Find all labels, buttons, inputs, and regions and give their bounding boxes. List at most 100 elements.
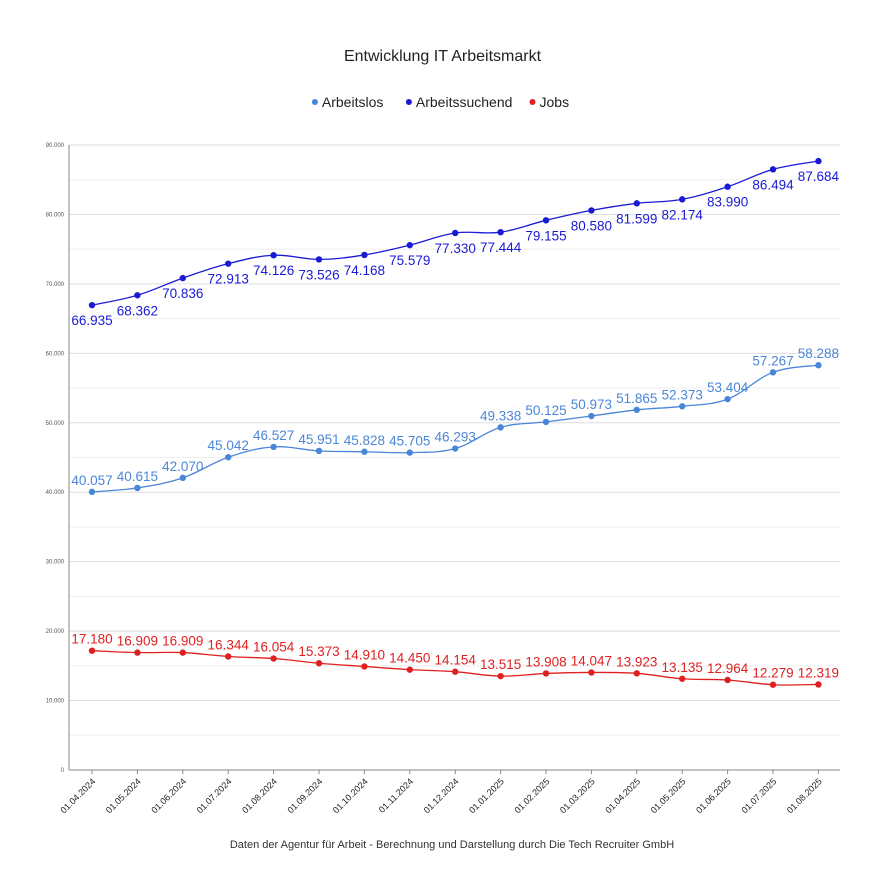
data-label: 16.909: [162, 634, 203, 649]
data-point: [633, 670, 640, 677]
y-tick-label: 10.000: [46, 699, 65, 705]
legend-marker: [529, 99, 536, 105]
series-group: 40.057 40.615 42.070 45.042 46.527 45.951 45.8…: [71, 157, 840, 688]
data-point: [406, 666, 413, 673]
x-tick-label: 01.02.2025: [512, 776, 551, 815]
data-label: 16.344: [208, 638, 250, 653]
legend-marker: [405, 99, 412, 105]
data-point: [633, 406, 640, 414]
data-label: 50.973: [571, 397, 612, 412]
chart-footer: Daten der Agentur für Arbeit - Berechnun…: [230, 839, 674, 851]
data-label: 15.373: [298, 644, 339, 659]
data-point: [225, 454, 232, 461]
data-point: [315, 660, 323, 667]
data-label: 40.615: [117, 469, 158, 484]
data-label: 13.923: [616, 654, 657, 669]
legend-label: Arbeitslos: [322, 94, 383, 110]
legend-item-arbeitslos: Arbeitslos: [311, 94, 383, 110]
y-tick-label: 30.000: [46, 560, 65, 566]
data-point: [315, 256, 323, 263]
y-tick-label: 80.000: [46, 212, 65, 218]
data-point: [588, 669, 595, 676]
data-point: [361, 663, 368, 670]
data-label: 13.515: [480, 657, 521, 672]
data-point: [679, 403, 686, 410]
data-point: [588, 207, 595, 214]
grid: [69, 144, 840, 736]
series-arbeitslos: 40.057 40.615 42.070 45.042 46.527 45.951 45.8…: [71, 346, 839, 496]
data-point: [724, 395, 731, 403]
data-label: 53.404: [707, 380, 749, 395]
y-tick-label: 50.000: [46, 421, 65, 427]
data-label: 46.527: [253, 428, 294, 443]
data-point: [452, 445, 459, 452]
data-point: [134, 292, 141, 299]
legend-label: Arbeitssuchend: [416, 94, 513, 110]
data-point: [270, 443, 277, 451]
data-label: 86.494: [752, 177, 794, 192]
data-label: 83.990: [707, 195, 748, 210]
data-point: [497, 228, 504, 236]
y-tick-label: 60.000: [46, 351, 65, 357]
data-label: 50.125: [525, 403, 566, 418]
x-tick-label: 01.07.2024: [195, 776, 234, 815]
data-point: [769, 369, 777, 376]
x-tick-label: 01.12.2024: [422, 776, 461, 815]
data-label: 58.288: [798, 346, 839, 361]
data-label: 70.836: [162, 286, 203, 301]
data-point: [588, 412, 595, 420]
data-label: 73.526: [298, 267, 339, 282]
data-point: [361, 251, 368, 259]
series-arbeitssuchend: 66.935 68.362 70.836 72.913 74.126 73.526 74.1…: [71, 157, 840, 328]
x-tick-label: 01.04.2025: [603, 776, 642, 815]
x-tick-label: 01.08.2024: [240, 776, 279, 815]
y-tick-label: 70.000: [46, 282, 65, 288]
x-tick-label: 01.07.2025: [739, 776, 778, 815]
data-point: [179, 474, 186, 482]
legend-item-jobs: Jobs: [529, 94, 569, 110]
data-label: 77.444: [480, 240, 522, 255]
data-point: [452, 229, 459, 237]
x-tick-label: 01.05.2024: [104, 776, 143, 815]
data-point: [542, 418, 550, 426]
data-label: 75.579: [389, 253, 430, 268]
data-point: [633, 200, 640, 207]
data-label: 45.042: [208, 438, 249, 453]
data-label: 45.705: [389, 434, 430, 449]
data-point: [679, 196, 686, 203]
data-label: 49.338: [480, 408, 521, 423]
x-tick-label: 01.01.2025: [467, 776, 506, 815]
data-label: 13.908: [525, 654, 566, 669]
data-point: [134, 649, 141, 656]
data-point: [815, 157, 822, 165]
data-label: 77.330: [435, 241, 476, 256]
data-label: 72.913: [208, 272, 249, 287]
data-label: 12.964: [707, 661, 749, 676]
data-point: [406, 241, 413, 249]
data-point: [497, 424, 504, 431]
data-point: [315, 447, 323, 455]
data-label: 12.319: [798, 665, 839, 680]
data-point: [270, 655, 277, 662]
data-label: 17.180: [71, 632, 112, 647]
x-tick-label: 01.04.2024: [58, 776, 97, 815]
y-tick-label: 20.000: [46, 629, 65, 635]
chart-title: Entwicklung IT Arbeitsmarkt: [344, 48, 542, 65]
data-label: 42.070: [162, 459, 203, 474]
x-tick-label: 01.05.2025: [649, 776, 688, 815]
data-label: 81.599: [616, 211, 657, 226]
x-tick-label: 01.06.2024: [149, 776, 188, 815]
data-point: [270, 252, 277, 259]
data-point: [724, 183, 731, 190]
data-label: 87.684: [798, 169, 840, 184]
y-tick-label: 0: [61, 768, 65, 774]
data-label: 52.373: [662, 387, 703, 402]
data-point: [769, 681, 777, 688]
data-label: 45.828: [344, 433, 385, 448]
data-label: 66.935: [71, 313, 112, 328]
data-label: 13.135: [662, 660, 703, 675]
data-label: 82.174: [662, 207, 704, 222]
data-point: [406, 449, 413, 456]
data-point: [452, 668, 459, 675]
